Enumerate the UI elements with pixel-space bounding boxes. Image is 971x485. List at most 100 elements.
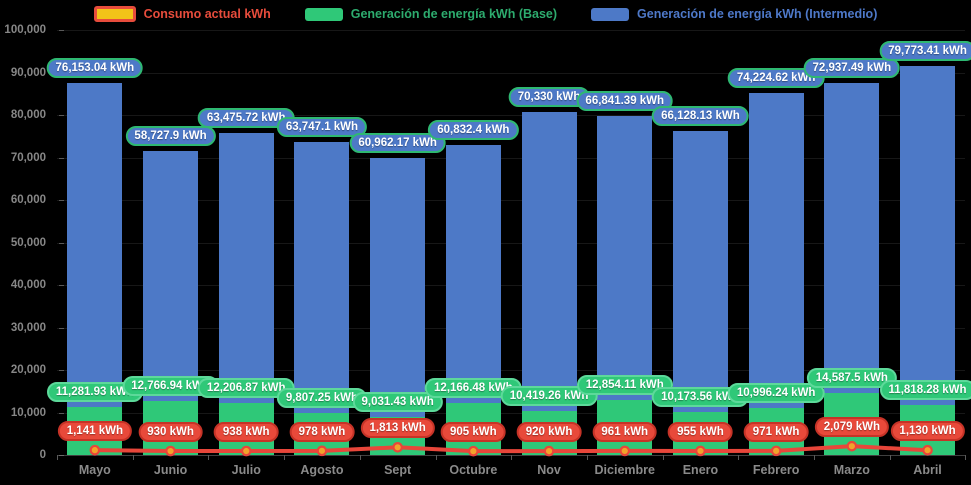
label-consumo: 905 kWh: [441, 422, 506, 443]
y-axis-tick-label: 0: [39, 449, 46, 461]
label-base: 10,419.26 kWh: [500, 385, 598, 406]
x-tick-mark: [586, 455, 588, 460]
label-intermedio: 66,128.13 kWh: [652, 105, 749, 126]
base-swatch-icon: [304, 7, 343, 21]
x-axis-month-label: Febrero: [752, 463, 800, 477]
chart-legend: Consumo actual kWh Generación de energía…: [0, 6, 971, 22]
label-base: 12,166.48 kWh: [425, 378, 522, 399]
y-tick-mark: [59, 412, 64, 414]
y-gridline: [57, 412, 966, 414]
label-intermedio: 76,153.04 kWh: [46, 58, 144, 79]
y-gridline: [57, 200, 966, 201]
x-axis-month-label: Sept: [384, 463, 412, 477]
y-tick-mark: [59, 285, 64, 286]
x-axis-month-label: Octubre: [449, 463, 498, 477]
consumo-swatch-icon: [93, 6, 136, 22]
label-consumo: 1,130 kWh: [890, 421, 965, 442]
bar-intermedio[interactable]: [672, 130, 728, 412]
legend-item-base[interactable]: Generación de energía kWh (Base): [304, 7, 558, 21]
y-axis-tick-label: 40,000: [10, 279, 46, 291]
x-axis-month-label: Abril: [913, 463, 942, 477]
y-gridline: [57, 157, 966, 159]
x-tick-mark: [359, 455, 361, 460]
intermedio-swatch-icon: [591, 7, 630, 21]
y-axis-tick-label: 30,000: [10, 321, 46, 334]
y-gridline: [57, 30, 966, 31]
label-consumo: 920 kWh: [516, 422, 582, 443]
y-gridline: [57, 327, 966, 329]
x-tick-mark: [132, 455, 134, 460]
x-tick-mark: [208, 455, 210, 460]
label-consumo: 955 kWh: [668, 421, 733, 442]
label-base: 9,807.25 kWh: [276, 388, 368, 409]
bar-intermedio[interactable]: [521, 111, 577, 411]
label-intermedio: 66,841.39 kWh: [576, 91, 674, 112]
bar-intermedio[interactable]: [900, 65, 956, 405]
bar-intermedio[interactable]: [294, 142, 350, 414]
y-axis-tick-label: 100,000: [4, 24, 46, 36]
bar-intermedio[interactable]: [143, 151, 199, 401]
consumo-point[interactable]: [392, 441, 403, 453]
x-tick-mark: [435, 455, 437, 460]
consumo-point[interactable]: [316, 445, 328, 457]
bar-intermedio[interactable]: [748, 92, 804, 409]
y-gridline: [57, 242, 966, 244]
label-intermedio: 79,773.41 kWh: [879, 40, 971, 61]
label-intermedio: 58,727.9 kWh: [125, 126, 216, 147]
consumo-line: [92, 444, 930, 454]
y-axis-tick-label: 10,000: [10, 406, 46, 419]
consumo-point[interactable]: [165, 445, 176, 457]
label-consumo: 961 kWh: [592, 421, 658, 442]
consumo-point[interactable]: [846, 440, 858, 452]
y-gridline: [57, 115, 966, 116]
label-intermedio: 70,330 kWh: [508, 86, 590, 107]
consumo-point[interactable]: [770, 445, 782, 457]
x-tick-mark: [57, 455, 58, 460]
x-axis-month-label: Marzo: [833, 463, 870, 477]
y-tick-mark: [59, 370, 64, 371]
x-axis-month-label: Agosto: [300, 463, 344, 477]
consumo-point[interactable]: [619, 445, 631, 457]
x-tick-mark: [662, 455, 664, 460]
y-gridline: [57, 370, 966, 371]
bar-intermedio[interactable]: [67, 83, 123, 408]
label-consumo: 2,079 kWh: [814, 417, 889, 438]
label-base: 10,173.56 kWh: [652, 386, 749, 407]
y-tick-mark: [59, 115, 64, 116]
legend-label-base: Generación de energía kWh (Base): [350, 7, 558, 21]
bar-intermedio[interactable]: [445, 144, 501, 404]
label-base: 11,281.93 kWh: [46, 382, 143, 403]
consumo-point[interactable]: [240, 445, 252, 457]
y-tick-mark: [59, 200, 64, 201]
x-axis-month-label: Mayo: [78, 463, 111, 477]
bar-intermedio[interactable]: [824, 83, 880, 393]
y-gridline: [57, 285, 966, 286]
label-consumo: 1,141 kWh: [57, 421, 132, 442]
y-axis-tick-label: 50,000: [10, 236, 46, 249]
consumo-point[interactable]: [543, 445, 555, 457]
y-tick-mark: [59, 30, 64, 31]
label-intermedio: 72,937.49 kWh: [803, 58, 901, 79]
bar-intermedio[interactable]: [370, 157, 426, 417]
legend-label-intermedio: Generación de energía kWh (Intermedio): [637, 7, 878, 21]
x-axis-month-label: Diciembre: [594, 463, 655, 477]
y-axis-tick-label: 90,000: [10, 66, 46, 79]
label-consumo: 1,813 kWh: [360, 418, 435, 439]
y-tick-mark: [59, 455, 64, 456]
consumo-point[interactable]: [468, 445, 479, 457]
y-axis-tick-label: 20,000: [10, 364, 46, 376]
consumo-point[interactable]: [89, 444, 101, 456]
label-consumo: 971 kWh: [743, 421, 809, 442]
legend-label-consumo: Consumo actual kWh: [143, 7, 271, 21]
label-base: 14,587.5 kWh: [806, 368, 897, 388]
bar-intermedio[interactable]: [218, 133, 274, 404]
legend-item-intermedio[interactable]: Generación de energía kWh (Intermedio): [591, 7, 877, 21]
bar-intermedio[interactable]: [597, 116, 653, 401]
legend-item-consumo[interactable]: Consumo actual kWh: [93, 6, 271, 22]
consumo-point[interactable]: [695, 445, 706, 457]
label-consumo: 978 kWh: [289, 421, 355, 442]
label-base: 10,996.24 kWh: [727, 383, 825, 404]
label-base: 9,031.43 kWh: [352, 391, 443, 412]
consumo-point[interactable]: [922, 444, 933, 456]
